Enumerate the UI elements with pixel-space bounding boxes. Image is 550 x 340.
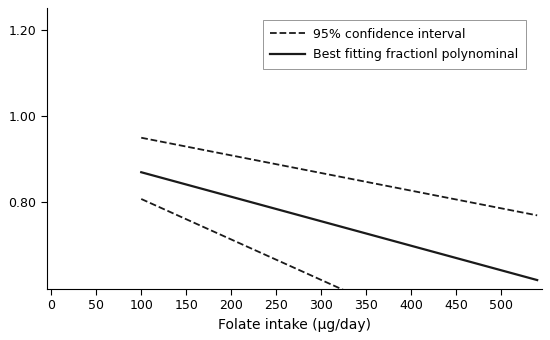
Best fitting fractionl polynominal (138, 170, 145, 174)
Legend: 95% confidence interval, Best fitting fractionl polynominal: 95% confidence interval, Best fitting fr… (263, 20, 525, 69)
Line: 95% confidence interval: 95% confidence interval (141, 138, 537, 215)
X-axis label: Folate intake (μg/day): Folate intake (μg/day) (218, 318, 371, 332)
95% confidence interval (138, 136, 145, 140)
Line: Best fitting fractionl polynominal: Best fitting fractionl polynominal (141, 172, 537, 280)
95% confidence interval (534, 213, 541, 217)
Best fitting fractionl polynominal (534, 278, 541, 282)
